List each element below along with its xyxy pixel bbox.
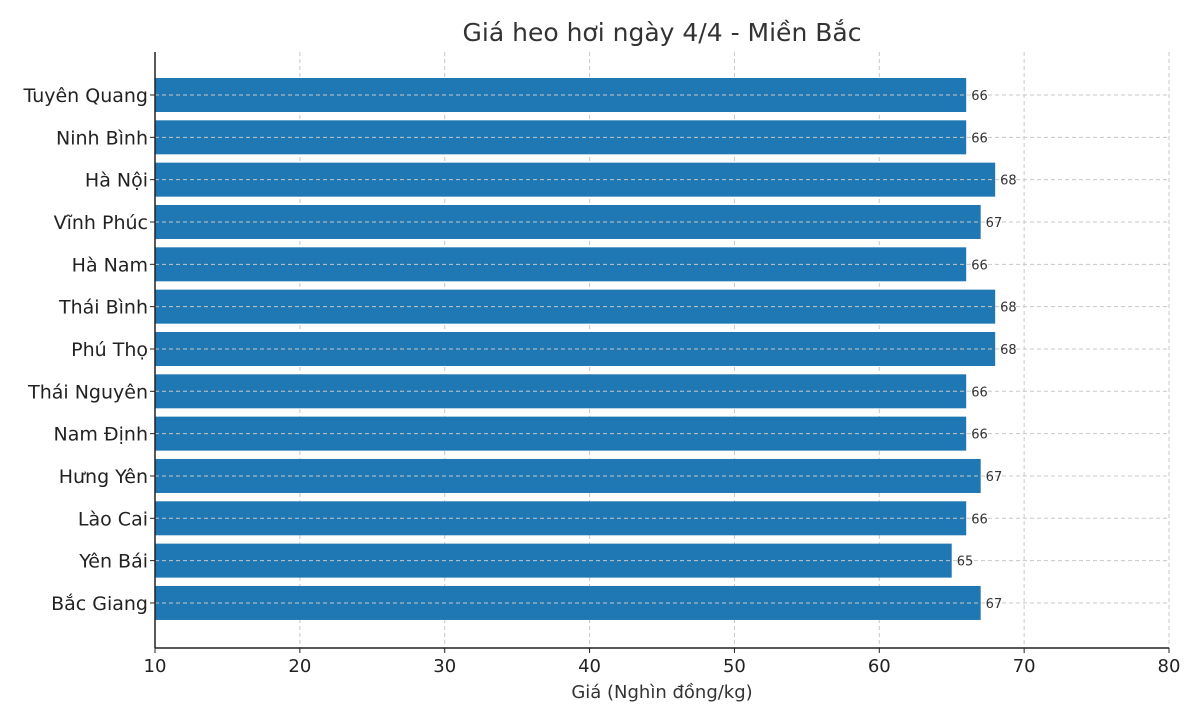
- x-tick-label: 10: [144, 656, 167, 677]
- y-tick-label: Hà Nội: [85, 170, 148, 192]
- data-label: 68: [1000, 301, 1017, 316]
- x-tick-label: 20: [288, 656, 311, 677]
- data-label: 67: [986, 470, 1003, 485]
- y-tick-label: Ninh Bình: [56, 127, 148, 149]
- x-axis-label: Giá (Nghìn đồng/kg): [571, 682, 752, 703]
- data-label: 66: [971, 258, 988, 273]
- data-label: 66: [971, 131, 988, 146]
- chart-title: Giá heo hơi ngày 4/4 - Miền Bắc: [463, 18, 862, 47]
- x-tick-label: 70: [1013, 656, 1036, 677]
- x-tick-label: 50: [723, 656, 746, 677]
- horizontal-grid: [155, 94, 1169, 604]
- data-label: 66: [971, 89, 988, 104]
- data-label: 68: [1000, 174, 1017, 189]
- y-tick-label: Tuyên Quang: [22, 85, 148, 107]
- y-tick-label: Hưng Yên: [59, 466, 148, 488]
- data-label: 66: [971, 385, 988, 400]
- data-label: 66: [971, 428, 988, 443]
- data-label: 67: [986, 597, 1003, 612]
- data-label: 67: [986, 216, 1003, 231]
- y-tick-label: Lào Cai: [78, 508, 148, 530]
- y-tick-label: Thái Bình: [58, 297, 148, 319]
- x-tick-label: 40: [578, 656, 601, 677]
- y-tick-label: Vĩnh Phúc: [54, 212, 148, 234]
- bar: [155, 543, 952, 578]
- y-tick-label: Thái Nguyên: [27, 381, 148, 403]
- x-tick-label: 60: [868, 656, 891, 677]
- y-tick-label: Bắc Giang: [51, 592, 148, 615]
- x-tick-label: 30: [433, 656, 456, 677]
- y-tick-label: Hà Nam: [72, 254, 148, 276]
- y-tick-label: Yên Bái: [78, 551, 148, 573]
- data-label: 68: [1000, 343, 1017, 358]
- x-tick-label: 80: [1158, 656, 1181, 677]
- data-label: 65: [957, 555, 974, 570]
- data-label: 66: [971, 512, 988, 527]
- y-axis-ticks: Tuyên Quang Ninh Bình Hà Nội Vĩnh Phúc Hà Na…: [22, 85, 155, 615]
- y-tick-label: Nam Định: [54, 424, 149, 446]
- x-axis-ticks: 10 20 30 40 50 60 70 80: [144, 648, 1181, 677]
- data-labels: 66 66 68 67 66 68 68 66 66 67 66 65 67: [957, 89, 1017, 612]
- y-tick-label: Phú Thọ: [71, 339, 148, 361]
